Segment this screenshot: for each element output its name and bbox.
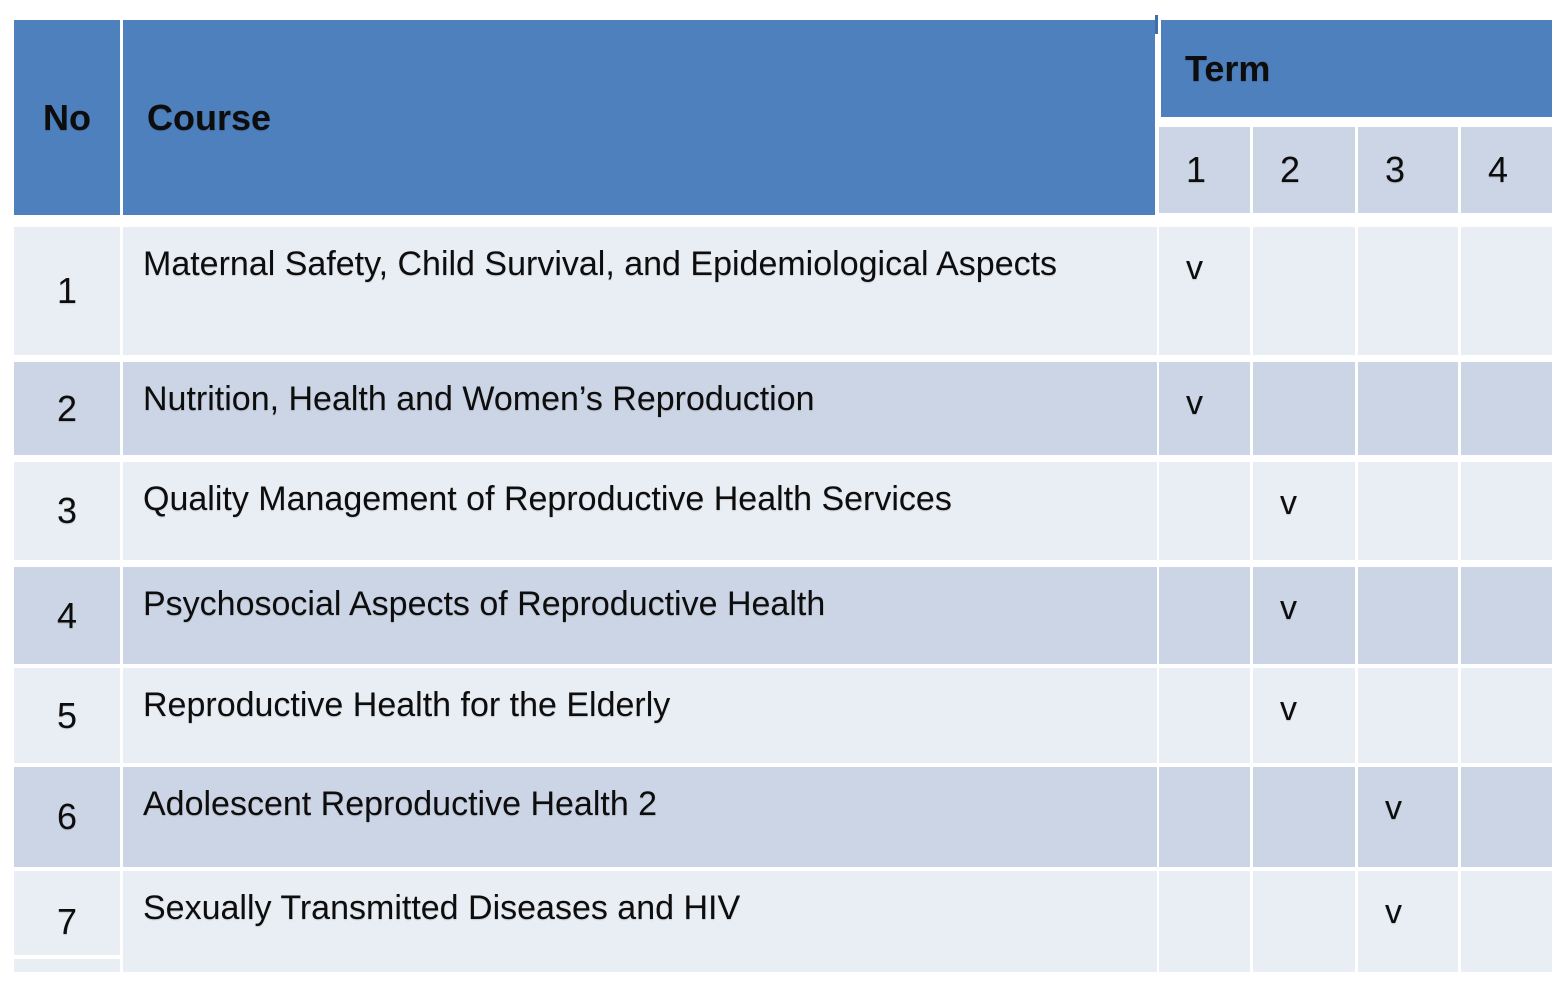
- course-name-cell: Nutrition, Health and Women’s Reproducti…: [123, 362, 1157, 455]
- term-1-mark-cell: [1159, 668, 1250, 763]
- table-header-row: No Course: [14, 20, 1155, 215]
- table-row: 6 Adolescent Reproductive Health 2 v: [14, 767, 1552, 867]
- course-name-cell: Adolescent Reproductive Health 2: [123, 767, 1157, 867]
- term-1-mark-cell: [1159, 462, 1250, 560]
- term-4-mark-cell: [1461, 767, 1552, 867]
- table-row: 7 Sexually Transmitted Diseases and HIV …: [14, 871, 1552, 972]
- row-number-cell: 1: [14, 227, 120, 355]
- course-name-cell: Quality Management of Reproductive Healt…: [123, 462, 1157, 560]
- table-row: 3 Quality Management of Reproductive Hea…: [14, 462, 1552, 560]
- header-no: No: [14, 20, 120, 215]
- header-course: Course: [123, 20, 1155, 215]
- table-body: 1 Maternal Safety, Child Survival, and E…: [14, 215, 1552, 972]
- course-name-cell: Maternal Safety, Child Survival, and Epi…: [123, 227, 1157, 355]
- term-number-4: 4: [1461, 127, 1552, 213]
- term-2-mark-cell: [1253, 227, 1355, 355]
- term-4-mark-cell: [1461, 871, 1552, 972]
- table-row: 1 Maternal Safety, Child Survival, and E…: [14, 227, 1552, 355]
- row-number-cell: 7: [14, 871, 120, 972]
- table-edge-notch: [1155, 15, 1158, 34]
- term-number-2: 2: [1253, 127, 1355, 213]
- term-4-mark-cell: [1461, 567, 1552, 664]
- header-term: Term: [1161, 20, 1552, 117]
- term-2-mark-cell: v: [1253, 567, 1355, 664]
- term-3-mark-cell: [1358, 362, 1458, 455]
- table-row: 4 Psychosocial Aspects of Reproductive H…: [14, 567, 1552, 664]
- term-4-mark-cell: [1461, 668, 1552, 763]
- course-name-cell: Reproductive Health for the Elderly: [123, 668, 1157, 763]
- course-name-cell: Sexually Transmitted Diseases and HIV: [123, 871, 1157, 972]
- term-1-mark-cell: [1159, 767, 1250, 867]
- term-3-mark-cell: [1358, 227, 1458, 355]
- course-name-cell: Psychosocial Aspects of Reproductive Hea…: [123, 567, 1157, 664]
- row-number-cell: 5: [14, 668, 120, 763]
- term-2-mark-cell: v: [1253, 462, 1355, 560]
- term-2-mark-cell: [1253, 362, 1355, 455]
- term-3-mark-cell: [1358, 462, 1458, 560]
- row-number-cell: 3: [14, 462, 120, 560]
- row-number-cell: 2: [14, 362, 120, 455]
- row-number-cell: 6: [14, 767, 120, 867]
- term-3-mark-cell: [1358, 668, 1458, 763]
- row-number-cell: 4: [14, 567, 120, 664]
- term-1-mark-cell: [1159, 567, 1250, 664]
- term-1-mark-cell: [1159, 871, 1250, 972]
- term-1-mark-cell: v: [1159, 227, 1250, 355]
- table-row: 2 Nutrition, Health and Women’s Reproduc…: [14, 362, 1552, 455]
- term-3-mark-cell: v: [1358, 871, 1458, 972]
- term-1-mark-cell: v: [1159, 362, 1250, 455]
- term-number-3: 3: [1358, 127, 1458, 213]
- term-4-mark-cell: [1461, 362, 1552, 455]
- term-3-mark-cell: [1358, 567, 1458, 664]
- term-number-1: 1: [1159, 127, 1250, 213]
- term-4-mark-cell: [1461, 462, 1552, 560]
- term-2-mark-cell: [1253, 871, 1355, 972]
- term-4-mark-cell: [1461, 227, 1552, 355]
- table-row: 5 Reproductive Health for the Elderly v: [14, 668, 1552, 763]
- term-2-mark-cell: v: [1253, 668, 1355, 763]
- term-3-mark-cell: v: [1358, 767, 1458, 867]
- term-2-mark-cell: [1253, 767, 1355, 867]
